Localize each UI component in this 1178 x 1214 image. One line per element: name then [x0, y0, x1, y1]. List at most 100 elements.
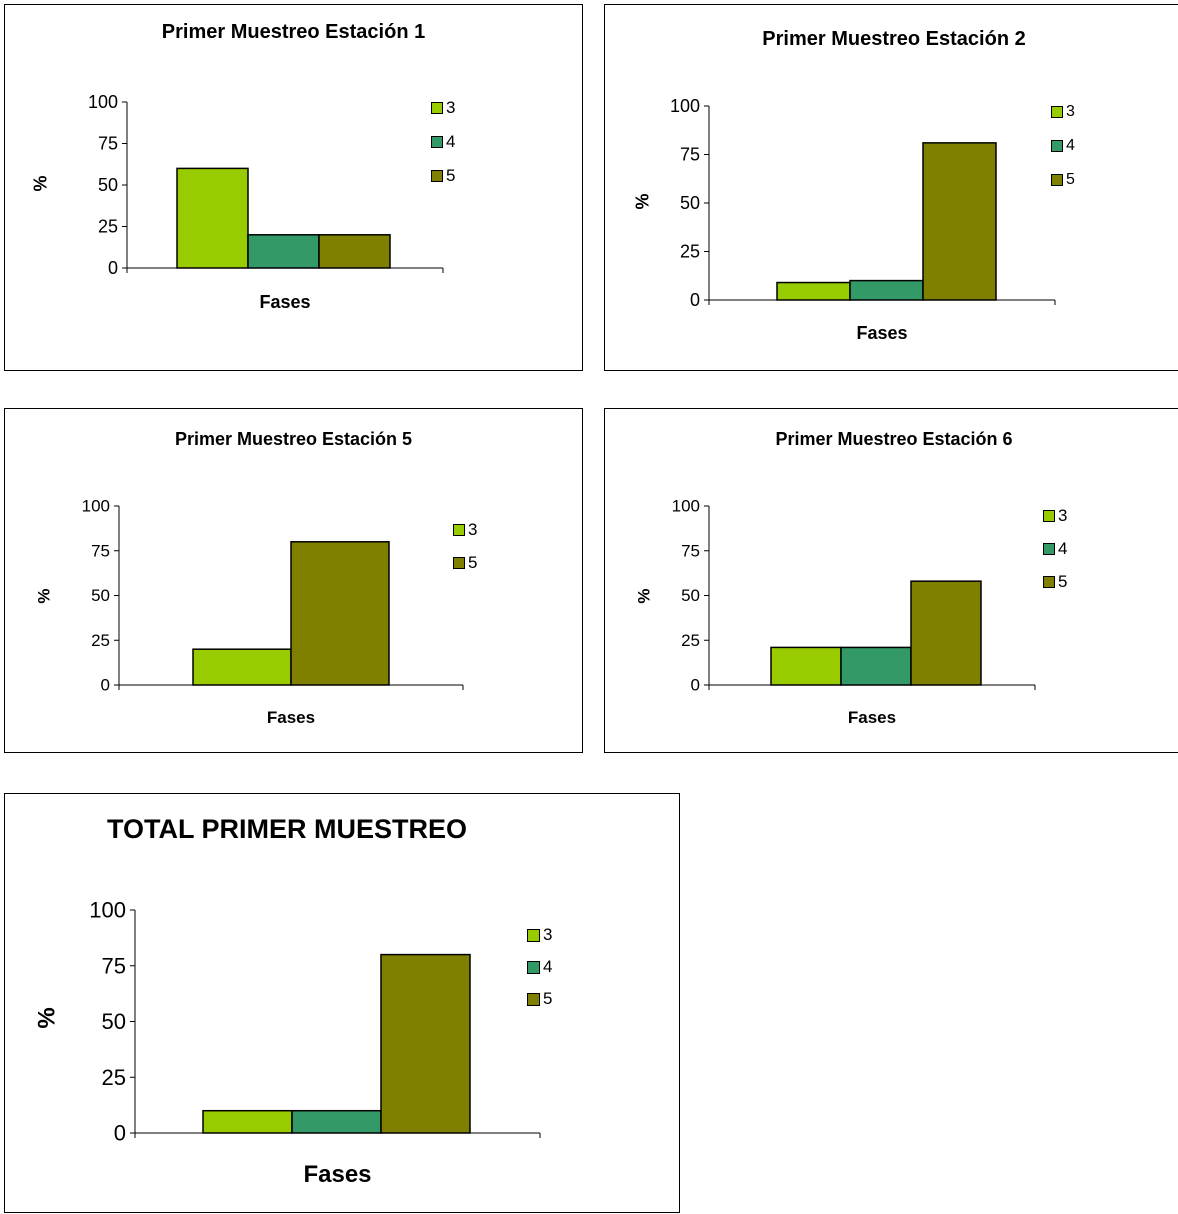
chart-panel-estacion-5: Primer Muestreo Estación 5 % Fases 0 25 50…: [4, 408, 583, 753]
legend-label: 4: [1058, 538, 1068, 558]
legend-swatch: [1043, 509, 1055, 522]
chart-title: Primer Muestreo Estación 2: [762, 28, 1026, 50]
legend-item: 5: [527, 983, 552, 1015]
y-tick-label: 75: [98, 134, 118, 154]
legend-swatch: [431, 102, 443, 114]
x-axis-label: Fases: [856, 323, 908, 343]
chart-title: TOTAL PRIMER MUESTREO: [106, 814, 468, 844]
legend-item: 5: [431, 159, 455, 193]
chart-plot: 0 25 50 75 100: [672, 497, 1036, 695]
y-tick-label: 100: [672, 497, 700, 516]
x-axis-label: Fases: [847, 708, 897, 727]
chart-panel-estacion-1: Primer Muestreo Estación 1 % Fases 0 25 50…: [4, 4, 583, 371]
legend-swatch: [1043, 575, 1055, 588]
legend-label: 5: [1066, 171, 1075, 188]
legend-item: 3: [1043, 499, 1067, 532]
bar-series-5: [380, 953, 471, 1134]
chart-legend: 3 4 5: [431, 91, 455, 193]
y-tick-label: 50: [98, 175, 118, 195]
legend-item: 3: [453, 513, 477, 546]
chart-plot: 0 25 50 75 100: [82, 497, 464, 695]
y-tick-label: 25: [98, 217, 118, 237]
chart-panel-total: TOTAL PRIMER MUESTREO % Fases 0 25 50 75 100…: [4, 793, 680, 1213]
y-tick-label: 100: [88, 92, 118, 112]
bar-series-5: [318, 234, 391, 269]
y-tick-label: 0: [114, 1121, 126, 1146]
legend-item: 4: [527, 951, 552, 983]
bar-series-3: [176, 167, 249, 269]
y-tick-label: 0: [101, 676, 110, 695]
chart-legend: 3 4 5: [527, 919, 552, 1015]
bar-series-3: [192, 648, 292, 686]
legend-label: 4: [1066, 137, 1075, 154]
legend-swatch: [1051, 140, 1063, 152]
legend-label: 5: [446, 166, 456, 185]
legend-swatch: [1051, 106, 1063, 118]
y-tick-label: 75: [102, 953, 126, 978]
chart-title: Primer Muestreo Estación 1: [161, 21, 426, 43]
bar-series-5: [922, 142, 997, 301]
y-tick-label: 75: [680, 145, 700, 165]
y-tick-label: 100: [82, 497, 110, 516]
y-tick-label: 50: [102, 1009, 126, 1034]
legend-label: 3: [446, 98, 456, 117]
legend-label: 3: [1066, 103, 1075, 120]
legend-swatch: [527, 960, 540, 974]
y-tick-label: 100: [670, 96, 700, 116]
legend-item: 3: [431, 91, 455, 125]
legend-swatch: [1051, 174, 1063, 186]
legend-label: 5: [468, 552, 478, 572]
legend-item: 4: [1051, 129, 1075, 163]
bar-series-3: [770, 646, 842, 686]
chart-title: Primer Muestreo Estación 6: [775, 429, 1013, 449]
y-tick-label: 50: [680, 193, 700, 213]
bar-series-5: [290, 541, 390, 686]
legend-item: 5: [1043, 565, 1067, 598]
x-axis-label: Fases: [259, 292, 311, 312]
legend-item: 3: [1051, 95, 1075, 129]
y-tick-label: 0: [108, 258, 118, 278]
y-tick-label: 50: [91, 586, 110, 605]
y-tick-label: 0: [690, 290, 700, 310]
legend-swatch: [1043, 542, 1055, 555]
chart-legend: 3 4 5: [1043, 499, 1067, 598]
chart-legend: 3 4 5: [1051, 95, 1075, 197]
legend-label: 4: [446, 132, 456, 151]
legend-label: 4: [543, 957, 553, 976]
y-tick-label: 25: [681, 631, 700, 650]
chart-plot: 0 25 50 75 100: [670, 96, 1056, 310]
bar-series-4: [849, 279, 924, 301]
legend-swatch: [527, 928, 540, 942]
y-tick-label: 75: [681, 541, 700, 560]
x-axis-label: Fases: [266, 708, 316, 727]
legend-item: 5: [1051, 163, 1075, 197]
bar-series-5: [910, 580, 982, 686]
x-axis-label: Fases: [303, 1161, 372, 1188]
bar-series-4: [291, 1109, 382, 1134]
legend-item: 5: [453, 546, 477, 579]
y-tick-label: 100: [89, 898, 126, 923]
chart-plot: 0 25 50 75 100: [89, 898, 541, 1146]
legend-label: 3: [468, 519, 478, 539]
y-tick-label: 25: [91, 631, 110, 650]
legend-item: 4: [431, 125, 455, 159]
legend-label: 5: [543, 989, 553, 1008]
legend-label: 3: [1058, 505, 1068, 525]
legend-label: 5: [1058, 571, 1068, 591]
legend-swatch: [527, 992, 540, 1006]
legend-label: 3: [543, 925, 553, 944]
chart-plot: 0 25 50 75 100: [88, 92, 444, 278]
legend-swatch: [453, 556, 465, 569]
y-tick-label: 75: [91, 541, 110, 560]
y-tick-label: 50: [681, 586, 700, 605]
y-tick-label: 25: [680, 242, 700, 262]
legend-item: 4: [1043, 532, 1067, 565]
legend-swatch: [431, 170, 443, 182]
legend-swatch: [431, 136, 443, 148]
bar-series-4: [840, 646, 912, 686]
bar-series-3: [202, 1109, 293, 1134]
legend-item: 3: [527, 919, 552, 951]
chart-panel-estacion-2: Primer Muestreo Estación 2 % Fases 0 25 50…: [604, 4, 1178, 371]
y-tick-label: 25: [102, 1065, 126, 1090]
